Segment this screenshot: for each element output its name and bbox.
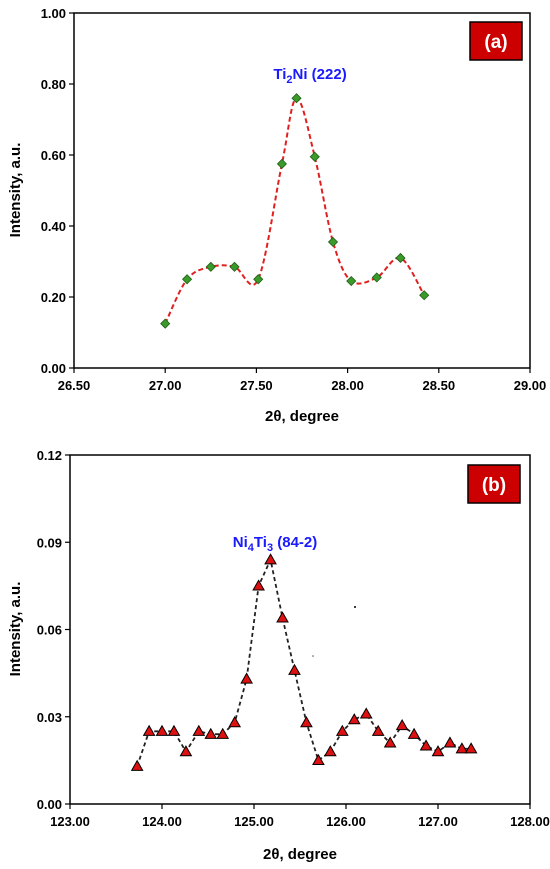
stray-dot [354,606,356,608]
annotation-rest: Ni (222) [293,66,347,83]
x-tick-label: 26.50 [58,378,91,393]
annotation-sub: 4 [248,542,255,554]
x-axis-label: 2θ, degree [265,408,339,425]
y-tick-label: 0.00 [37,797,62,812]
y-tick-label: 0.09 [37,535,62,550]
plot-frame [73,12,531,369]
data-point [205,261,216,272]
data-point [323,745,337,757]
x-tick-label: 27.50 [240,378,273,393]
data-point [419,739,433,751]
x-tick-label: 126.00 [326,814,366,829]
data-point [371,272,382,283]
x-tick-label: 127.00 [418,814,458,829]
y-tick-label: 0.40 [41,219,66,234]
series-line [136,556,472,767]
data-point [419,290,430,301]
data-point [253,274,264,285]
data-point [155,724,169,736]
data-point [455,742,469,754]
panel-label: (a) [484,32,507,53]
x-tick-label: 125.00 [234,814,274,829]
data-point [359,707,373,719]
data-point [464,742,478,754]
y-tick-label: 0.12 [37,448,62,463]
y-tick-label: 0.80 [41,77,66,92]
data-point [309,151,320,162]
chart-panel-b: 123.00 124.00 125.00 126.00 127.00 128.00 0.00… [0,436,550,869]
data-point [130,759,144,771]
chart-panel-a: 26.50 27.00 27.50 28.00 28.50 29.00 0.00 0.20 0.… [0,0,550,430]
annotation-main: Ti [273,66,286,83]
series-line [164,97,426,325]
panel-label: (b) [482,475,506,496]
data-point [395,252,406,264]
data-point [312,753,325,765]
data-point [228,716,242,728]
annotation-main: Ni [233,534,248,551]
data-point [371,724,385,736]
y-axis-label: Intensity, a.u. [7,143,24,238]
data-point [204,727,218,739]
y-tick-label: 0.06 [37,623,62,638]
data-point [167,724,181,736]
chart-b-svg: 123.00 124.00 125.00 126.00 127.00 128.00 0.00… [7,448,550,863]
data-point [142,724,156,736]
data-point [182,274,193,285]
x-tick-label: 28.50 [423,378,456,393]
data-point [291,93,302,104]
data-point [216,727,230,739]
x-tick-label: 28.00 [331,378,364,393]
data-point [346,275,357,287]
data-point [229,261,240,272]
data-point [395,718,409,731]
data-point [264,553,277,565]
y-tick-label: 0.03 [37,710,62,725]
data-point [288,663,301,675]
panel-label-box [469,21,523,61]
y-tick-label: 1.00 [41,6,66,21]
data-point [347,713,361,725]
data-point [192,724,206,736]
panel-label-box [467,464,521,504]
data-point [335,724,349,736]
peak-annotation: Ni4Ti3 (84-2) [233,534,318,554]
y-tick-label: 0.00 [41,361,66,376]
data-point [407,727,421,739]
x-tick-label: 128.00 [510,814,550,829]
data-point [240,672,254,684]
data-point [252,579,265,591]
x-tick-label: 29.00 [514,378,547,393]
data-point [160,318,171,329]
annotation-rest: Ti [254,534,267,551]
annotation-sub2: 3 [267,542,273,554]
annotation-rest2: (84-2) [273,534,317,551]
data-point [443,736,457,748]
x-tick-label: 124.00 [142,814,182,829]
data-point [383,736,397,748]
peak-annotation: Ti2Ni (222) [273,66,346,86]
data-point [276,158,288,169]
data-point [327,236,339,248]
x-tick-label: 123.00 [50,814,90,829]
data-point [276,611,289,623]
data-point [300,716,313,728]
y-tick-label: 0.20 [41,290,66,305]
data-point [431,745,445,757]
chart-a-svg: 26.50 27.00 27.50 28.00 28.50 29.00 0.00 0.20 0.… [7,6,547,425]
x-tick-label: 27.00 [149,378,182,393]
data-point [179,745,193,757]
y-tick-label: 0.60 [41,148,66,163]
y-axis-label: Intensity, a.u. [7,582,24,677]
stray-dot [312,655,314,657]
annotation-sub: 2 [286,74,292,86]
x-axis-label: 2θ, degree [263,846,337,863]
